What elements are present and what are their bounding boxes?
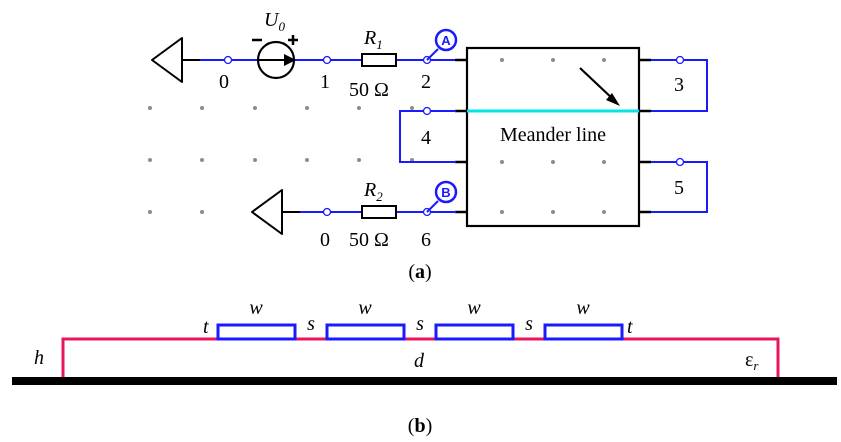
ground-symbol-top: [151, 37, 200, 83]
node-label-0-bottom: 0: [320, 229, 330, 251]
node-0-bottom: [322, 207, 332, 217]
node-label-1: 1: [320, 71, 330, 93]
node-label-6: 6: [421, 229, 431, 251]
conductor-4: [543, 323, 624, 341]
block-grid-dot: [500, 58, 504, 62]
conductor-2: [325, 323, 406, 341]
port-a-label: A: [441, 33, 451, 48]
grid-dots: [148, 106, 414, 214]
width-label-1: w: [249, 297, 263, 319]
source-label: U0: [264, 9, 285, 34]
grid-dot: [410, 106, 414, 110]
grid-dot: [148, 210, 152, 214]
width-label-3: w: [467, 297, 481, 319]
gap-label-3: s: [525, 313, 533, 335]
block-grid-dot: [602, 160, 606, 164]
thickness-label-left: t: [203, 316, 209, 338]
node-label-0-top: 0: [219, 71, 229, 93]
voltage-source: [252, 35, 298, 80]
block-inner-dots: [500, 58, 606, 214]
meander-label: Meander line: [500, 124, 606, 146]
resistor-r1-value: 50 Ω: [349, 79, 389, 101]
grid-dot: [148, 106, 152, 110]
height-label: h: [34, 347, 44, 369]
block-grid-dot: [551, 160, 555, 164]
permittivity-label: εr: [745, 349, 759, 373]
block-grid-dot: [602, 210, 606, 214]
gap-label-1: s: [307, 313, 315, 335]
block-grid-dot: [551, 58, 555, 62]
grid-dot: [253, 158, 257, 162]
node-0-top: [223, 55, 233, 65]
grid-dot: [305, 158, 309, 162]
node-label-3: 3: [674, 74, 684, 96]
block-pins: [455, 58, 651, 214]
resistor-r2-label: R2: [363, 179, 383, 204]
meander-block: [465, 46, 641, 228]
distance-label: d: [414, 350, 425, 372]
resistor-r1-label: R1: [363, 27, 383, 52]
grid-dot: [200, 106, 204, 110]
block-grid-dot: [602, 58, 606, 62]
arrow-pointer: [579, 67, 620, 106]
resistor-r2-value: 50 Ω: [349, 229, 389, 251]
grid-dot: [200, 210, 204, 214]
port-b-marker: [434, 180, 458, 204]
ground-symbol-bottom: [251, 189, 300, 235]
gap-label-2: s: [416, 313, 424, 335]
node-label-4: 4: [421, 127, 431, 149]
node-label-5: 5: [674, 177, 684, 199]
port-b-label: B: [441, 185, 450, 200]
conductor-1: [216, 323, 297, 341]
cross-section-diagram: w w w w s s s t t h d εr (b): [12, 297, 837, 437]
block-grid-dot: [551, 210, 555, 214]
dielectric-outline: [61, 337, 780, 377]
block-grid-dot: [500, 160, 504, 164]
resistor-r1: [361, 53, 397, 67]
circuit-diagram: U0 R1 50 Ω 0 1 2 A Meander line: [151, 9, 708, 283]
grid-dot: [357, 106, 361, 110]
grid-dot: [357, 158, 361, 162]
conductor-3: [434, 323, 515, 341]
node-1: [322, 55, 332, 65]
grid-dot: [148, 158, 152, 162]
port-a-marker: [434, 28, 458, 52]
ground-plane: [12, 377, 837, 385]
caption-b: (b): [408, 415, 432, 437]
resistor-r2: [361, 205, 397, 219]
grid-dot: [200, 158, 204, 162]
width-label-4: w: [576, 297, 590, 319]
caption-a: (a): [408, 261, 431, 283]
block-grid-dot: [500, 210, 504, 214]
grid-dot: [253, 106, 257, 110]
thickness-label-right: t: [627, 316, 633, 338]
node-label-2: 2: [421, 71, 431, 93]
width-label-2: w: [358, 297, 372, 319]
grid-dot: [305, 106, 309, 110]
